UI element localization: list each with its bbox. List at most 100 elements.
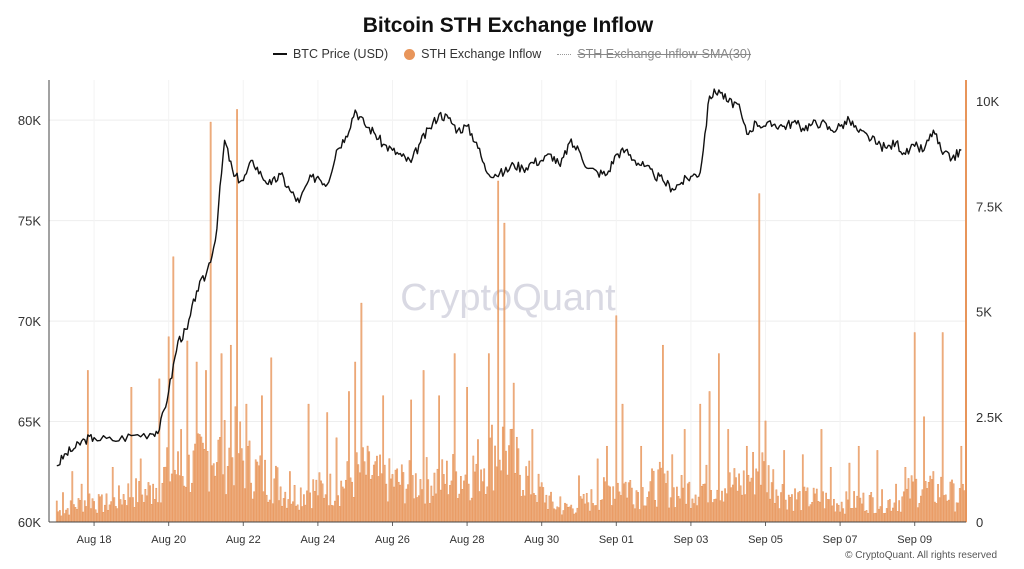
inflow-bar [366,445,369,523]
inflow-bar [167,336,170,523]
inflow-bar [874,512,877,523]
inflow-bar [711,502,714,523]
inflow-bar [480,469,482,523]
legend-item-sth-inflow[interactable]: STH Exchange Inflow [404,47,541,61]
inflow-bar [926,488,929,523]
inflow-bar [321,483,324,523]
inflow-bar [606,445,608,523]
inflow-bar [466,387,468,523]
inflow-bar [298,509,301,523]
inflow-bar [854,507,857,523]
inflow-bar [144,488,147,523]
inflow-bar [209,121,212,523]
inflow-bar [834,511,837,523]
inflow-bar [910,475,913,523]
inflow-bar [430,485,433,523]
inflow-bar [829,467,832,523]
x-tick-label: Sep 07 [823,534,858,546]
inflow-bar [234,406,237,523]
inflow-bar [612,486,615,523]
inflow-bar [941,332,944,523]
inflow-bar [576,507,579,523]
legend-item-sma[interactable]: STH Exchange Inflow-SMA(30) [557,47,751,61]
inflow-bar [907,478,910,523]
inflow-bar [439,489,442,523]
inflow-bar [826,499,829,523]
inflow-bar [447,494,450,523]
inflow-bar [957,502,960,523]
inflow-bar [505,450,507,523]
inflow-bar [545,494,548,523]
inflow-bar [421,489,423,523]
legend-item-btc-price[interactable]: BTC Price (USD) [272,47,388,61]
inflow-bar [634,508,636,523]
inflow-bar [155,487,158,523]
inflow-bar [682,487,685,523]
inflow-bar [160,502,162,523]
inflow-bar [522,490,524,523]
inflow-bar [547,509,549,523]
inflow-bar [525,466,528,523]
inflow-bar [573,513,576,523]
inflow-bar [825,492,827,523]
inflow-bar [57,511,60,523]
x-tick-label: Aug 18 [77,534,112,546]
inflow-bar [831,505,834,523]
inflow-bar [104,504,106,523]
inflow-bar [616,482,619,523]
inflow-bar [470,497,473,523]
inflow-bar [425,457,428,523]
inflow-bar [407,484,409,523]
inflow-bar [590,489,593,523]
inflow-bar [714,498,717,523]
inflow-bar [208,491,210,523]
inflow-bar [200,436,203,523]
inflow-bar [654,500,657,523]
inflow-bar [94,509,97,523]
inflow-bar [749,481,751,523]
inflow-bar [553,508,556,523]
inflow-bar [738,473,740,523]
inflow-bar [303,494,305,523]
inflow-bar [72,504,75,523]
y-left-tick-label: 70K [18,314,41,329]
inflow-bar [930,479,933,523]
inflow-bar [927,481,930,523]
x-tick-label: Aug 30 [524,534,559,546]
inflow-bar [261,395,263,523]
inflow-bar [324,494,327,523]
inflow-bar [895,483,897,523]
inflow-bar [142,502,145,523]
price-line [56,88,962,467]
inflow-bar [393,486,395,523]
inflow-bar [515,436,518,523]
inflow-bar [870,492,873,523]
inflow-bar [652,470,655,523]
inflow-bar [918,503,921,523]
inflow-bar [326,412,329,523]
inflow-bar [588,510,591,523]
inflow-bar [239,421,242,523]
inflow-bar [349,477,352,523]
inflow-bar [341,486,344,523]
inflow-bar [236,109,238,523]
inflow-bar [197,433,200,523]
inflow-bar [494,445,496,523]
inflow-bar [758,193,761,523]
inflow-bar [313,491,316,523]
inflow-bar [427,479,430,523]
inflow-bar [344,479,347,523]
inflow-bar [568,506,571,523]
inflow-bar [88,493,91,523]
inflow-bar [902,491,905,523]
dotted-swatch-icon [557,53,572,55]
inflow-bar [814,493,817,523]
inflow-bar [702,483,705,523]
inflow-bar [188,454,190,523]
inflow-bar [929,475,932,523]
inflow-bar [887,500,890,523]
inflow-bar [93,501,95,523]
inflow-bar [948,499,950,523]
inflow-bar [296,504,299,523]
inflow-bar [815,488,818,523]
